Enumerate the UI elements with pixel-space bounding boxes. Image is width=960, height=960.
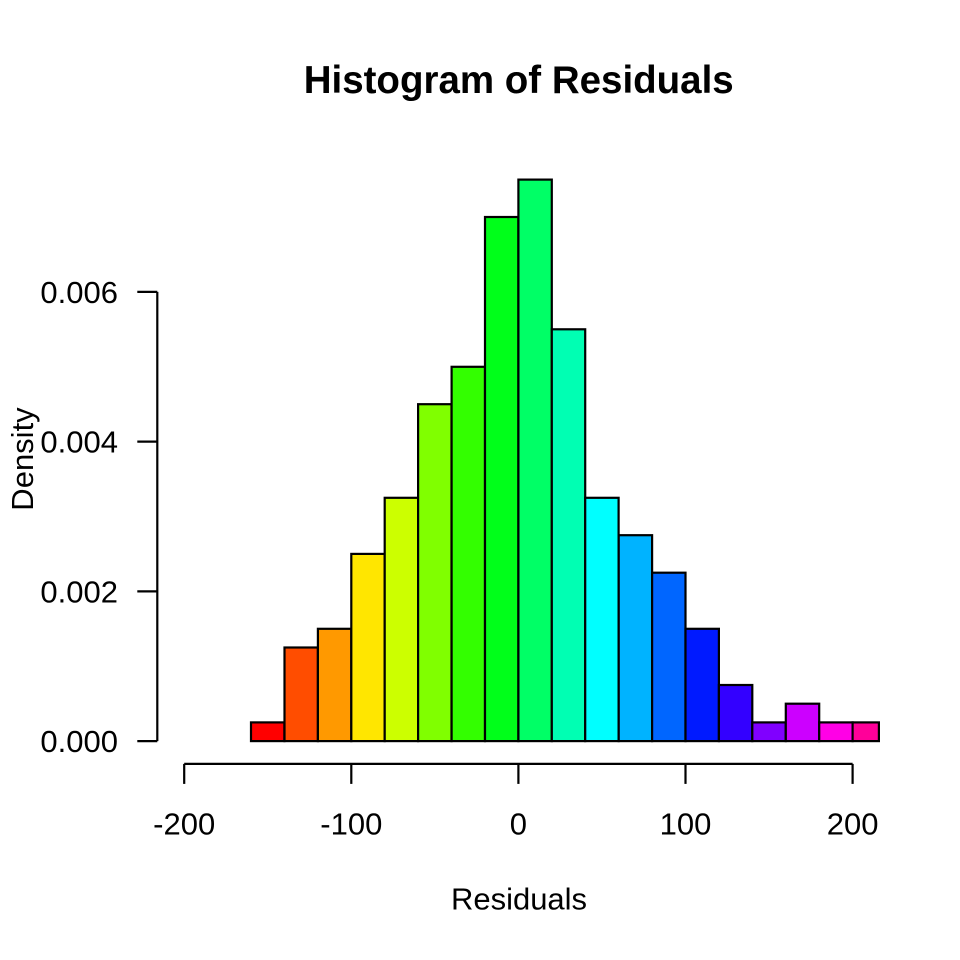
svg-text:Histogram of Residuals: Histogram of Residuals bbox=[304, 59, 734, 102]
svg-text:Density: Density bbox=[5, 407, 40, 511]
svg-text:0.002: 0.002 bbox=[40, 575, 118, 610]
svg-text:-100: -100 bbox=[320, 807, 382, 842]
svg-text:-200: -200 bbox=[153, 807, 215, 842]
svg-text:200: 200 bbox=[827, 807, 879, 842]
svg-text:0.006: 0.006 bbox=[40, 275, 118, 310]
svg-text:0: 0 bbox=[510, 807, 527, 842]
svg-text:0.004: 0.004 bbox=[40, 425, 118, 460]
svg-text:Residuals: Residuals bbox=[451, 882, 587, 917]
svg-text:100: 100 bbox=[660, 807, 712, 842]
svg-text:0.000: 0.000 bbox=[40, 724, 118, 759]
